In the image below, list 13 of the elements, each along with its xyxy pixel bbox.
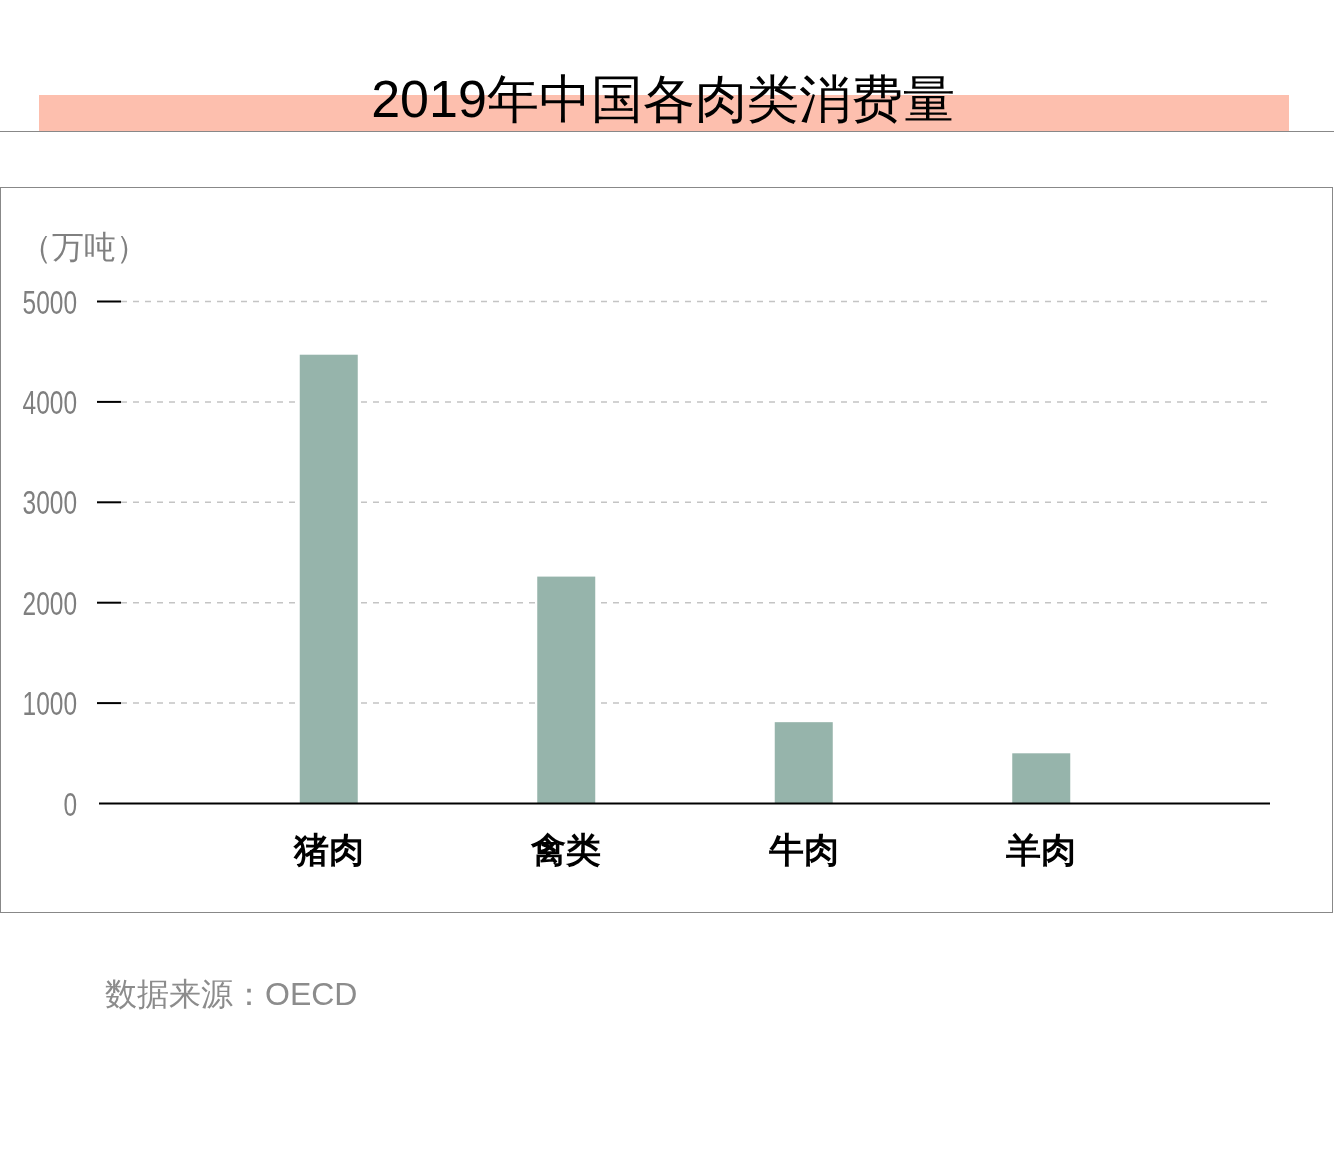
y-tick-label: 3000 (22, 483, 77, 522)
x-tick-label: 禽类 (531, 830, 602, 869)
y-tick-label: 1000 (22, 684, 77, 722)
y-tick-label: 2000 (22, 583, 77, 622)
y-tick-label: 0 (63, 784, 77, 823)
title: 2019年中国各肉类消费量 (371, 70, 955, 128)
y-axis-label: （万吨） (20, 229, 148, 265)
y-tick-label: 5000 (22, 282, 77, 321)
y-tick-label: 4000 (22, 382, 77, 421)
x-tick-label: 牛肉 (768, 830, 839, 869)
annotation: 数据来源：OECD (105, 976, 358, 1012)
x-tick-label: 羊肉 (1006, 830, 1077, 869)
x-tick-label: 猪肉 (293, 830, 364, 869)
